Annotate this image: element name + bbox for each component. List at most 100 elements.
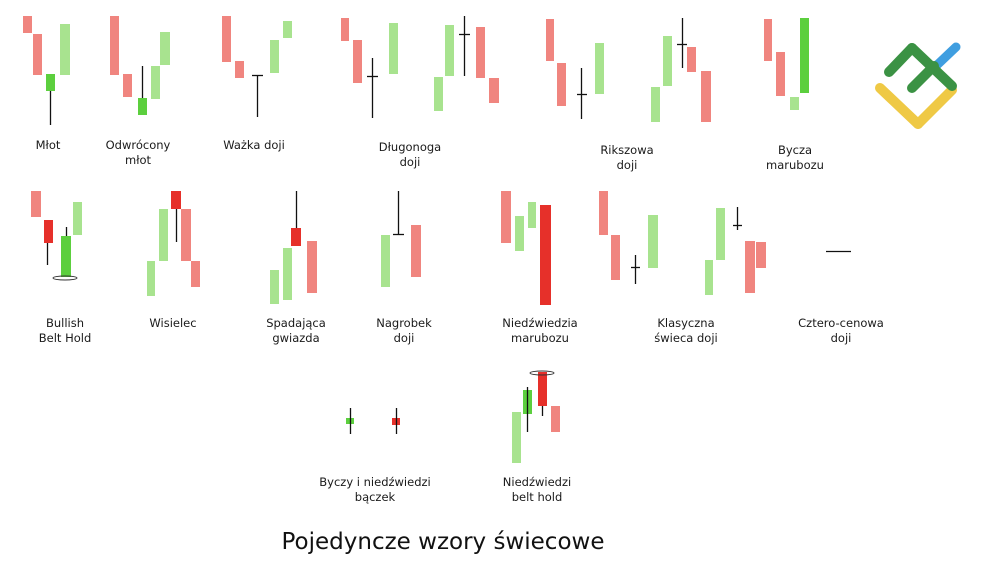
candle-body (800, 18, 809, 93)
pattern-label-line2: marubozu (766, 158, 824, 172)
pattern-label: Bycza marubozu (766, 143, 824, 173)
candle-body (283, 248, 292, 300)
candle-body (790, 97, 799, 110)
pattern-label: Niedźwiedzia marubozu (502, 316, 577, 346)
candle-body (181, 209, 191, 261)
candle-body (341, 18, 349, 41)
highlight-ellipse (529, 370, 555, 376)
pattern-label-line2: świeca doji (654, 331, 718, 345)
pattern-label-line1: Byczy i niedźwiedzi (319, 475, 431, 489)
candle-body (445, 25, 454, 76)
pattern-label: Ważka doji (223, 138, 285, 153)
candle-body (160, 32, 170, 65)
pattern-label-line1: Długonoga (378, 140, 442, 154)
pattern-label-line2: młot (124, 153, 152, 167)
pattern-label-line2: gwiazda (272, 331, 320, 345)
candle-body (611, 235, 620, 280)
candle-body (528, 202, 536, 228)
logo-green-inner (907, 61, 939, 93)
candle-body (551, 406, 560, 432)
candle-bodies (23, 16, 809, 463)
candle-wicks (46, 16, 851, 434)
pattern-label: Cztero-cenowa doji (798, 316, 884, 346)
candle-body (46, 74, 55, 91)
candle-body (270, 270, 279, 304)
pattern-label-line1: Niedźwiedzia (502, 316, 578, 330)
candle-body (663, 36, 672, 86)
pattern-label-line1: Rikszowa (600, 143, 654, 157)
candle-body (222, 16, 231, 62)
candle-body (159, 209, 168, 261)
pattern-label-line2: doji (616, 158, 638, 172)
logo-yellow-left (875, 83, 923, 129)
candle-body (23, 16, 32, 33)
candle-body (546, 19, 554, 61)
candle-body (764, 19, 772, 61)
candle-body (283, 21, 292, 38)
pattern-label-line1: Odwrócony (105, 138, 171, 152)
pattern-label-line2: Belt Hold (38, 331, 92, 345)
candle-body (270, 40, 279, 73)
pattern-label: Klasyczna świeca doji (654, 316, 717, 346)
pattern-label: Długonoga doji (379, 140, 441, 170)
candle-body (512, 412, 521, 463)
candle-body (44, 220, 53, 243)
candle-body (701, 71, 711, 122)
candle-body (501, 191, 511, 243)
candle-body (489, 78, 499, 103)
candle-body (61, 236, 71, 277)
page-title: Pojedyncze wzory świecowe (281, 529, 605, 555)
pattern-label: Odwrócony młot (106, 138, 171, 168)
pattern-label-line2: doji (393, 331, 415, 345)
candle-body (776, 52, 785, 96)
highlight-ellipse (52, 275, 78, 281)
pattern-label: Nagrobek doji (376, 316, 432, 346)
candle-body (756, 242, 766, 268)
candle-body (705, 260, 713, 295)
candle-body (138, 98, 147, 115)
candle-body (434, 77, 443, 111)
candle-body (171, 191, 181, 209)
candle-body (515, 216, 524, 251)
highlight-ellipses (52, 275, 555, 376)
pattern-label: Młot (36, 138, 61, 153)
candle-body (147, 261, 155, 296)
pattern-label: Bullish Belt Hold (39, 316, 92, 346)
logo-blue-stroke (931, 42, 961, 71)
candle-body (73, 202, 82, 235)
candle-body (595, 43, 604, 94)
brand-logo-icon (875, 42, 961, 129)
pattern-label-line1: Cztero-cenowa (798, 316, 884, 330)
logo-yellow-right (913, 85, 957, 129)
candle-body (31, 191, 41, 217)
pattern-label-line1: Niedźwiedzi (502, 475, 572, 489)
pattern-label-line2: marubozu (511, 331, 569, 345)
pattern-label-line1: Wisielec (149, 316, 197, 330)
pattern-label-line2: bączek (354, 490, 396, 504)
candle-body (353, 40, 362, 83)
candle-body (381, 235, 390, 287)
candle-body (307, 241, 317, 293)
candle-body (291, 228, 301, 246)
candle-body (235, 61, 244, 78)
candle-body (651, 87, 660, 122)
candle-body (745, 241, 755, 293)
candle-body (191, 261, 200, 287)
candle-body (648, 215, 658, 268)
candle-body (540, 205, 551, 305)
candle-body (33, 34, 42, 75)
pattern-label-line2: belt hold (511, 490, 563, 504)
candle-body (557, 63, 566, 106)
candle-body (538, 372, 547, 406)
candle-body (123, 74, 132, 97)
candle-body (599, 191, 608, 235)
pattern-label: Wisielec (149, 316, 196, 331)
candle-body (476, 27, 485, 78)
pattern-label-line1: Młot (35, 138, 61, 152)
pattern-label: Niedźwiedzi belt hold (503, 475, 571, 505)
pattern-label-line1: Bullish (45, 316, 85, 330)
candle-body (110, 16, 119, 75)
pattern-label: Rikszowa doji (600, 143, 653, 173)
candle-body (151, 66, 160, 99)
logo-green-left (884, 43, 917, 77)
